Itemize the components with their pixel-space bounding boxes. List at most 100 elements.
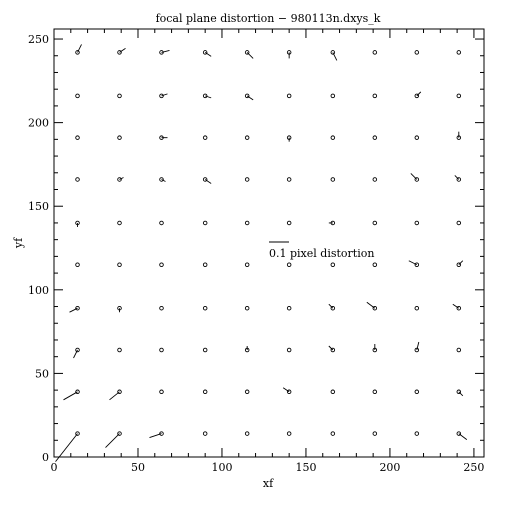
distortion-vector	[161, 49, 170, 53]
distortion-vector	[458, 260, 464, 266]
grid-point	[159, 220, 164, 226]
distortion-vector	[63, 391, 78, 401]
grid-point	[456, 93, 462, 99]
grid-point	[202, 220, 208, 226]
distortion-vector	[408, 260, 418, 266]
grid-point	[202, 50, 208, 55]
grid-point	[414, 431, 420, 436]
grid-point	[202, 305, 208, 311]
grid-point	[330, 93, 336, 99]
grid-point	[75, 262, 80, 267]
distortion-vector	[105, 433, 120, 448]
plot-axes	[53, 28, 485, 458]
grid-point	[244, 50, 250, 55]
grid-point	[372, 135, 378, 140]
grid-point	[414, 135, 420, 140]
distortion-vector	[458, 391, 464, 397]
y-tick-label: 200	[28, 117, 49, 130]
distortion-vector	[109, 391, 120, 401]
grid-point	[244, 177, 250, 182]
grid-point	[286, 93, 292, 99]
grid-point	[202, 431, 208, 436]
distortion-vector	[55, 433, 78, 462]
grid-point	[372, 389, 378, 395]
distortion-vectors	[55, 44, 468, 462]
distortion-vector	[161, 93, 168, 97]
grid-point	[75, 93, 80, 99]
distortion-vector	[119, 177, 124, 180]
grid-point	[330, 177, 336, 182]
distortion-vector	[204, 179, 212, 184]
grid-point	[414, 262, 420, 267]
grid-point	[75, 431, 80, 436]
grid-point	[159, 177, 164, 182]
distortion-vector	[73, 349, 78, 359]
grid-point	[330, 305, 336, 311]
grid-point	[117, 177, 122, 182]
grid-point	[244, 389, 250, 395]
distortion-vector	[205, 95, 212, 99]
grid-point	[117, 431, 122, 436]
grid-point	[330, 347, 336, 353]
grid-point	[372, 93, 378, 99]
grid-point	[414, 389, 420, 395]
grid-point	[117, 262, 122, 267]
grid-point	[286, 220, 292, 226]
y-tick-label: 150	[28, 200, 49, 213]
grid-point	[75, 177, 80, 182]
grid-point	[456, 220, 462, 226]
grid-point	[330, 431, 336, 436]
y-tick-label: 100	[28, 284, 49, 297]
axis-tick-labels: 0 50 100 150 200 250 0 50 100 150 200 250	[28, 33, 484, 474]
grid-point	[330, 50, 336, 55]
grid-point	[414, 220, 420, 226]
grid-point	[330, 262, 336, 267]
grid-point	[372, 177, 378, 182]
grid-point	[456, 177, 462, 182]
grid-point	[372, 220, 378, 226]
distortion-vector	[328, 345, 334, 351]
grid-point	[159, 305, 164, 311]
chart-title: focal plane distortion − 980113n.dxys_k	[156, 12, 381, 25]
grid-point	[159, 431, 164, 436]
grid-point	[117, 135, 122, 140]
grid-point	[456, 50, 462, 55]
grid-point	[286, 305, 292, 311]
distortion-vector	[366, 301, 376, 309]
grid-point	[202, 177, 208, 182]
grid-point	[159, 93, 164, 99]
grid-point	[202, 93, 208, 99]
grid-point	[244, 135, 250, 140]
distortion-vector	[454, 175, 460, 180]
y-tick-label: 250	[28, 33, 49, 46]
scale-bar-label: 0.1 pixel distortion	[269, 247, 374, 260]
x-tick-label: 50	[131, 461, 145, 474]
grid-point	[75, 135, 80, 140]
grid-point	[117, 220, 122, 226]
x-tick-label: 100	[211, 461, 232, 474]
distortion-vector	[161, 179, 166, 182]
y-axis-label: yf	[12, 237, 25, 249]
distortion-vector	[204, 52, 212, 57]
grid-point	[159, 262, 164, 267]
grid-point	[75, 347, 80, 353]
distortion-vector	[246, 95, 254, 101]
grid-point	[414, 93, 420, 99]
grid-point	[286, 177, 292, 182]
distortion-vector	[149, 433, 162, 439]
grid-point	[202, 262, 208, 267]
distortion-vector	[452, 303, 460, 309]
grid-point	[244, 220, 250, 226]
grid-point	[159, 389, 164, 395]
grid-point	[372, 431, 378, 436]
x-tick-label: 200	[379, 461, 400, 474]
grid-point	[286, 262, 292, 267]
grid-point	[202, 389, 208, 395]
x-tick-label: 150	[295, 461, 316, 474]
grid-point	[456, 431, 462, 436]
grid-point	[244, 305, 250, 311]
grid-point	[159, 347, 164, 353]
grid-point	[286, 431, 292, 436]
grid-point	[456, 389, 462, 395]
distortion-vector	[416, 341, 420, 351]
